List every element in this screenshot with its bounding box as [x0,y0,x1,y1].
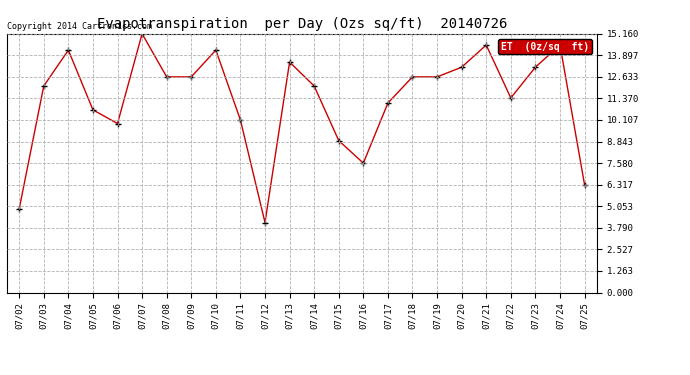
Title: Evapotranspiration  per Day (Ozs sq/ft)  20140726: Evapotranspiration per Day (Ozs sq/ft) 2… [97,17,507,31]
Legend: ET  (0z/sq  ft): ET (0z/sq ft) [498,39,592,54]
Text: Copyright 2014 Cartronics.com: Copyright 2014 Cartronics.com [7,22,152,31]
